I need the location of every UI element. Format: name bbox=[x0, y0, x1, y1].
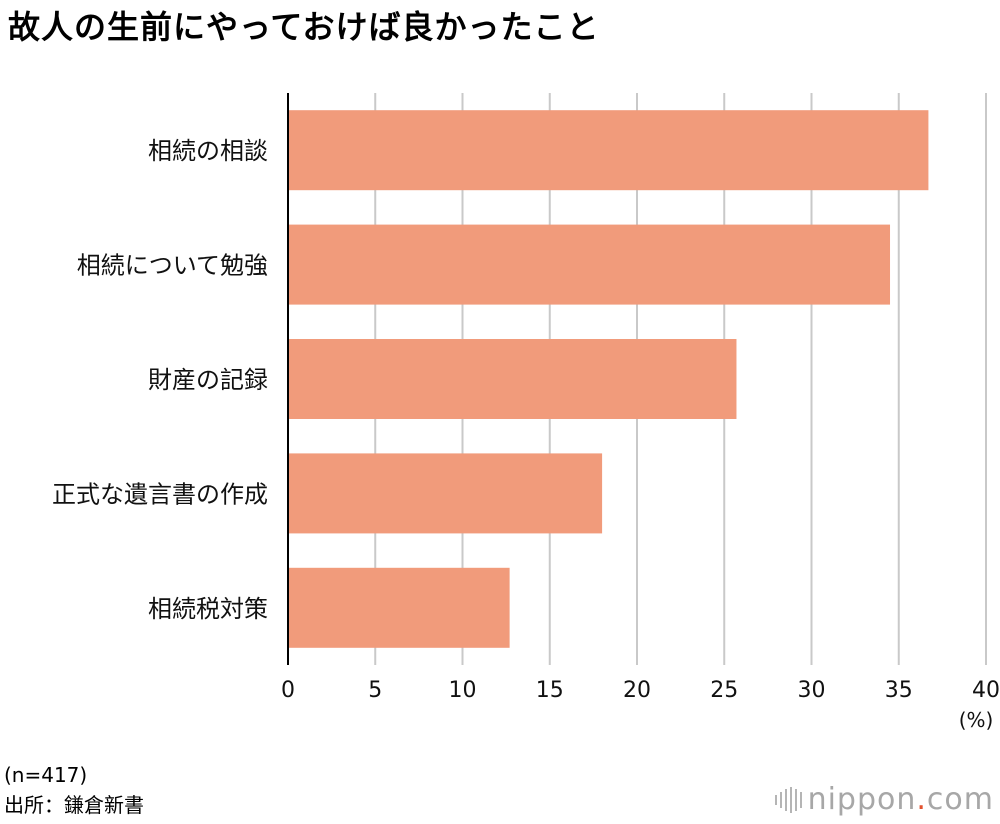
chart-title: 故人の生前にやっておけば良かったこと bbox=[8, 8, 600, 46]
logo-tld: com bbox=[926, 782, 994, 817]
bar bbox=[288, 224, 891, 305]
logo-name: nippon bbox=[807, 782, 917, 817]
x-tick-labels: 0 5 10 15 20 25 30 35 40 bbox=[281, 678, 1000, 703]
bars bbox=[288, 110, 929, 648]
x-tick-label: 15 bbox=[536, 678, 564, 703]
bar bbox=[288, 110, 929, 191]
source-note: 出所：鎌倉新書 bbox=[4, 793, 144, 817]
bar bbox=[288, 339, 737, 419]
x-tick-label: 10 bbox=[449, 678, 477, 703]
bar bbox=[288, 567, 510, 648]
x-tick-label: 25 bbox=[710, 678, 738, 703]
x-tick-label: 30 bbox=[798, 678, 826, 703]
logo-wordmark: nippon.com bbox=[808, 782, 994, 817]
x-tick-label: 20 bbox=[623, 678, 651, 703]
nippon-com-logo: nippon.com bbox=[774, 782, 994, 817]
category-label: 正式な遺言書の作成 bbox=[52, 480, 268, 508]
logo-mark-icon bbox=[774, 786, 802, 813]
logo-dot: . bbox=[916, 782, 927, 817]
category-label: 財産の記録 bbox=[148, 366, 268, 394]
category-label: 相続の相談 bbox=[148, 137, 268, 165]
category-label: 相続について勉強 bbox=[77, 252, 268, 280]
x-tick-label: 35 bbox=[885, 678, 913, 703]
category-label: 相続税対策 bbox=[148, 595, 268, 623]
x-tick-label: 0 bbox=[281, 678, 295, 703]
x-tick-label: 40 bbox=[972, 678, 1000, 703]
bar bbox=[288, 453, 603, 534]
sample-size-note: (n=417) bbox=[4, 763, 88, 787]
x-axis-unit-label: (%) bbox=[959, 708, 994, 732]
x-tick-label: 5 bbox=[368, 678, 382, 703]
chart-footnote: (n=417) 出所：鎌倉新書 bbox=[4, 760, 144, 820]
